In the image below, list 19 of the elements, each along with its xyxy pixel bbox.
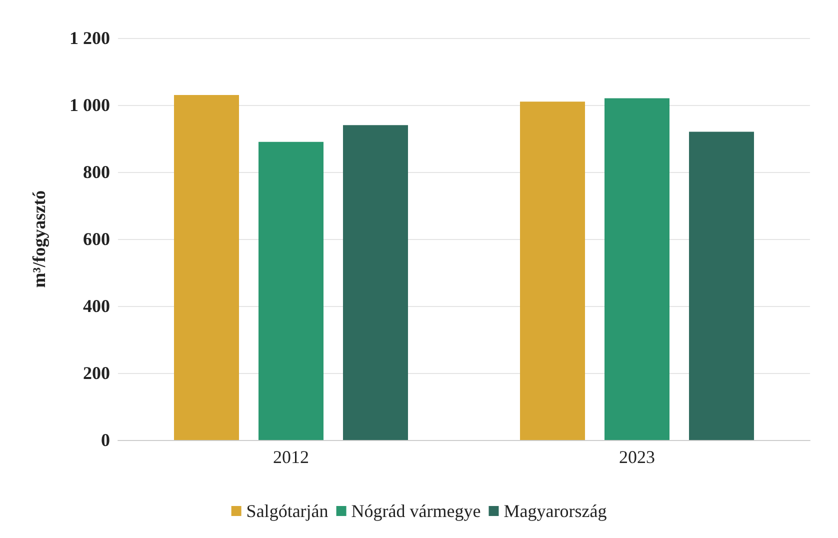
x-tick-label: 2023	[619, 447, 655, 467]
legend-label: Magyarország	[504, 501, 607, 521]
bar	[604, 98, 670, 440]
x-tick-label: 2012	[273, 447, 309, 467]
legend-label: Nógrád vármegye	[351, 501, 481, 521]
y-tick-label: 200	[83, 363, 110, 383]
y-tick-label: 1 000	[70, 95, 110, 115]
y-tick-label: 1 200	[70, 28, 110, 48]
y-tick-label: 0	[101, 430, 110, 450]
bar	[174, 94, 239, 440]
legend-label: Salgótarján	[246, 501, 328, 521]
y-tick-label: 800	[83, 162, 110, 182]
bar	[520, 102, 585, 440]
bar	[689, 132, 754, 440]
y-axis-title: m³/fogyasztó	[29, 190, 49, 288]
y-tick-label: 600	[83, 229, 110, 249]
y-tick-label: 400	[83, 296, 110, 316]
bar	[343, 125, 408, 440]
bar	[258, 142, 324, 440]
